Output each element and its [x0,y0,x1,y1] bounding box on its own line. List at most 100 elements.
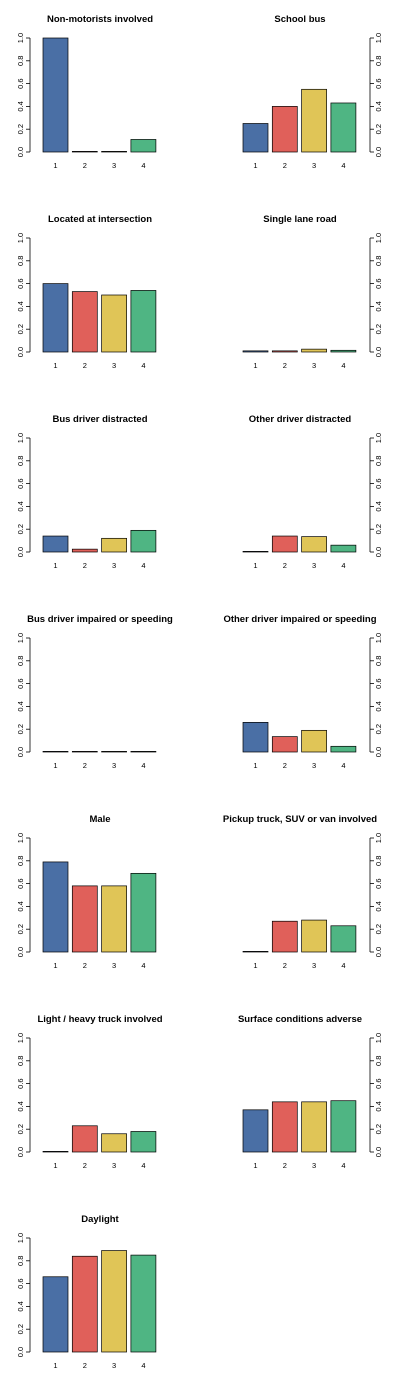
bar-3 [301,88,327,153]
bar-1 [242,123,269,153]
chart-title: Pickup truck, SUV or van involved [223,814,377,825]
y-tick-label: 0.6 [374,278,383,288]
x-tick-label: 2 [283,961,287,970]
y-tick-label: 0.2 [374,924,383,934]
chart-title: Bus driver distracted [52,414,147,425]
y-tick-label: 0.2 [374,1124,383,1134]
x-tick-label: 1 [53,761,57,770]
chart-panel-single-lane-road: Single lane road 0.0 0.2 0.4 0.6 0.8 1.0 1 2 3 4 [242,214,383,370]
bar-3 [101,151,127,153]
y-tick-label: 0.0 [16,1147,25,1157]
x-tick-label: 3 [112,1161,116,1170]
chart-panel-non-motorists-involved: Non-motorists involved 0.0 0.2 0.4 0.6 0.8 1.0… [16,14,157,170]
y-tick-label: 0.6 [16,278,25,288]
x-tick-label: 1 [253,1161,257,1170]
x-tick-label: 3 [312,761,316,770]
y-axis: 0.0 0.2 0.4 0.6 0.8 1.0 [369,1033,383,1157]
bar-2 [271,106,298,153]
y-tick-label: 0.8 [374,256,383,266]
chart-panel-daylight: Daylight 0.0 0.2 0.4 0.6 0.8 1.0 1 2 3 4 [16,1214,157,1370]
y-tick-label: 0.4 [16,701,25,711]
y-tick-label: 0.2 [16,1124,25,1134]
x-tick-label: 4 [341,161,345,170]
chart-title: Other driver distracted [249,414,352,425]
x-tick-label: 4 [141,1361,145,1370]
bar-3 [101,294,127,353]
y-tick-label: 1.0 [374,33,383,43]
y-axis: 0.0 0.2 0.4 0.6 0.8 1.0 [16,1033,31,1157]
y-tick-label: 0.8 [374,456,383,466]
x-tick-label: 2 [83,761,87,770]
x-tick-label: 4 [141,1161,145,1170]
y-tick-label: 1.0 [16,1233,25,1243]
bar-1 [242,350,269,353]
x-tick-label: 4 [141,961,145,970]
chart-panel-bus-driver-impaired-or-speeding: Bus driver impaired or speeding 0.0 0.2 0.4… [16,614,173,770]
y-axis: 0.0 0.2 0.4 0.6 0.8 1.0 [369,633,383,757]
y-tick-label: 0.6 [16,678,25,688]
y-tick-label: 0.0 [16,347,25,357]
y-tick-label: 1.0 [16,33,25,43]
chart-panel-school-bus: School bus 0.0 0.2 0.4 0.6 0.8 1.0 1 2 3 4 [242,14,383,170]
x-tick-label: 4 [141,361,145,370]
y-tick-label: 0.6 [16,1278,25,1288]
y-tick-label: 0.8 [374,1056,383,1066]
bar-3 [101,885,127,953]
bar-2 [71,151,98,153]
bar-2 [71,751,98,753]
x-tick-label: 3 [112,1361,116,1370]
bar-2 [271,350,298,353]
chart-panel-bus-driver-distracted: Bus driver distracted 0.0 0.2 0.4 0.6 0.8 1.0 1… [16,414,157,570]
bar-2 [271,1101,298,1153]
y-axis: 0.0 0.2 0.4 0.6 0.8 1.0 [16,433,31,557]
chart-panel-surface-conditions-adverse: Surface conditions adverse0.00.20.40.60.… [238,1014,383,1170]
x-tick-label: 3 [312,361,316,370]
y-tick-label: 0.6 [374,678,383,688]
bar-4 [130,751,157,753]
chart-panel-pickup-truck-suv-or-van-involved: Pickup truck, SUV or van involved0.00.20… [223,814,383,970]
y-tick-label: 0.4 [374,301,383,311]
y-tick-label: 0.8 [374,856,383,866]
x-tick-label: 4 [341,361,345,370]
bar-4 [130,1131,157,1153]
y-tick-label: 0.4 [374,701,383,711]
y-tick-label: 0.2 [16,724,25,734]
bar-1 [42,751,69,753]
bar-3 [301,729,327,753]
x-tick-label: 1 [253,761,257,770]
bar-1 [42,37,69,153]
y-tick-label: 0.4 [16,1301,25,1311]
y-tick-label: 0.2 [374,524,383,534]
x-tick-label: 4 [341,1161,345,1170]
x-tick-label: 1 [253,161,257,170]
bar-2 [271,920,298,953]
y-tick-label: 1.0 [374,1033,383,1043]
y-tick-label: 1.0 [374,633,383,643]
y-axis: 0.0 0.2 0.4 0.6 0.8 1.0 [369,433,383,557]
y-axis: 0.0 0.2 0.4 0.6 0.8 1.0 [369,33,383,157]
y-tick-label: 0.2 [16,524,25,534]
y-axis: 0.0 0.2 0.4 0.6 0.8 1.0 [16,233,31,357]
y-axis: 0.0 0.2 0.4 0.6 0.8 1.0 [16,33,31,157]
bar-4 [330,925,357,953]
y-axis: 0.0 0.2 0.4 0.6 0.8 1.0 [16,633,31,757]
bar-3 [301,536,327,553]
y-tick-label: 0.8 [16,56,25,66]
bar-3 [101,1133,127,1153]
y-tick-label: 0.0 [16,1347,25,1357]
bar-1 [242,1109,269,1153]
x-tick-label: 2 [83,1161,87,1170]
x-tick-label: 2 [283,161,287,170]
chart-panel-male: Male 0.0 0.2 0.4 0.6 0.8 1.0 1 2 3 4 [16,814,157,970]
y-tick-label: 1.0 [16,1033,25,1043]
chart-title: Daylight [81,1214,119,1225]
y-tick-label: 1.0 [16,633,25,643]
bar-4 [130,872,157,953]
bar-1 [42,1151,69,1153]
y-tick-label: 0.4 [16,901,25,911]
bar-1 [42,283,69,353]
x-tick-label: 2 [83,561,87,570]
bar-4 [130,290,157,353]
bar-2 [71,548,98,553]
y-tick-label: 0.0 [16,147,25,157]
